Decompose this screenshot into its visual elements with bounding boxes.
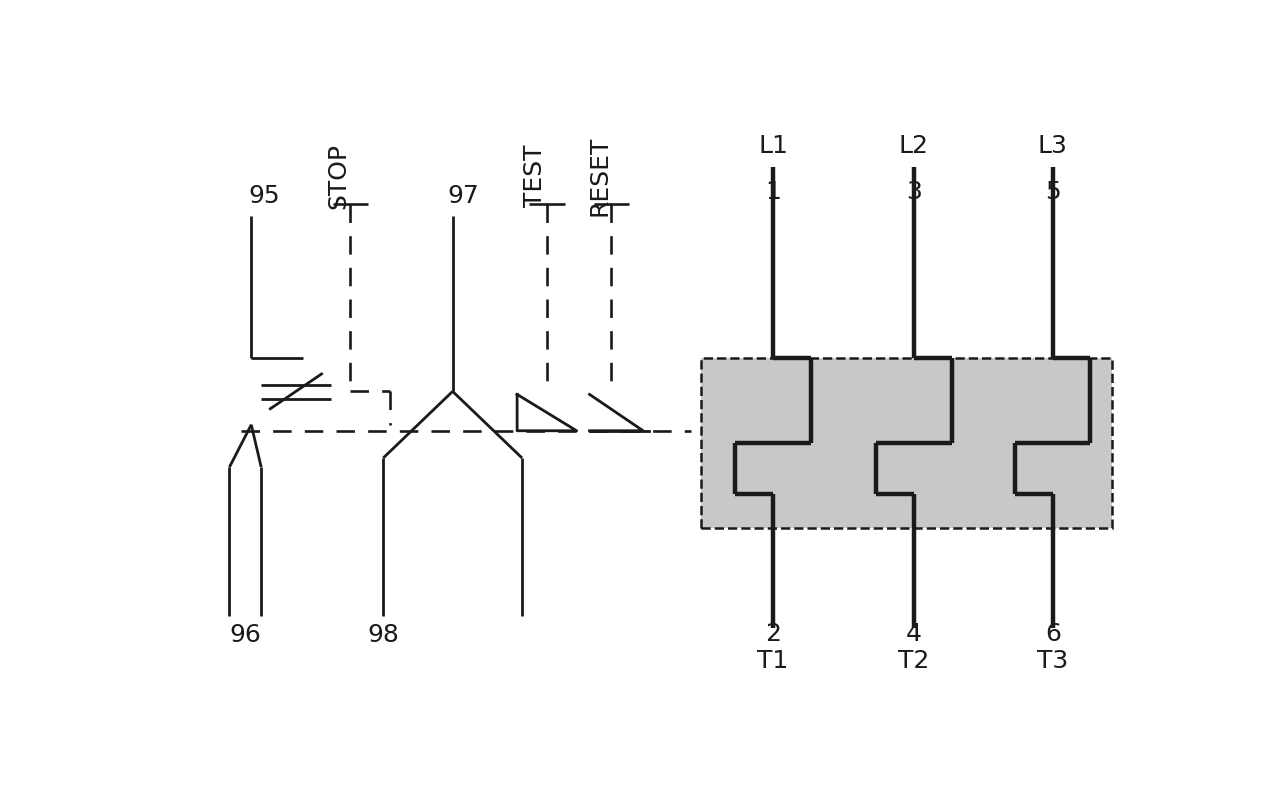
Text: TEST: TEST — [524, 145, 547, 208]
Text: L1: L1 — [758, 134, 788, 158]
Text: 5: 5 — [1044, 179, 1061, 204]
Bar — [700, 358, 1112, 528]
Text: 3: 3 — [906, 179, 922, 204]
Text: STOP: STOP — [326, 143, 351, 209]
Text: T2: T2 — [899, 649, 929, 673]
Bar — [700, 358, 1112, 528]
Text: L2: L2 — [899, 134, 929, 158]
Text: 2: 2 — [765, 622, 781, 645]
Text: 98: 98 — [367, 623, 399, 647]
Text: 1: 1 — [765, 179, 781, 204]
Text: 4: 4 — [906, 622, 922, 645]
Text: T1: T1 — [758, 649, 788, 673]
Text: 6: 6 — [1044, 622, 1061, 645]
Text: 96: 96 — [229, 623, 261, 647]
Text: T3: T3 — [1037, 649, 1069, 673]
Text: 95: 95 — [248, 184, 280, 209]
Text: L3: L3 — [1038, 134, 1068, 158]
Text: 97: 97 — [448, 184, 480, 209]
Text: RESET: RESET — [588, 136, 612, 216]
